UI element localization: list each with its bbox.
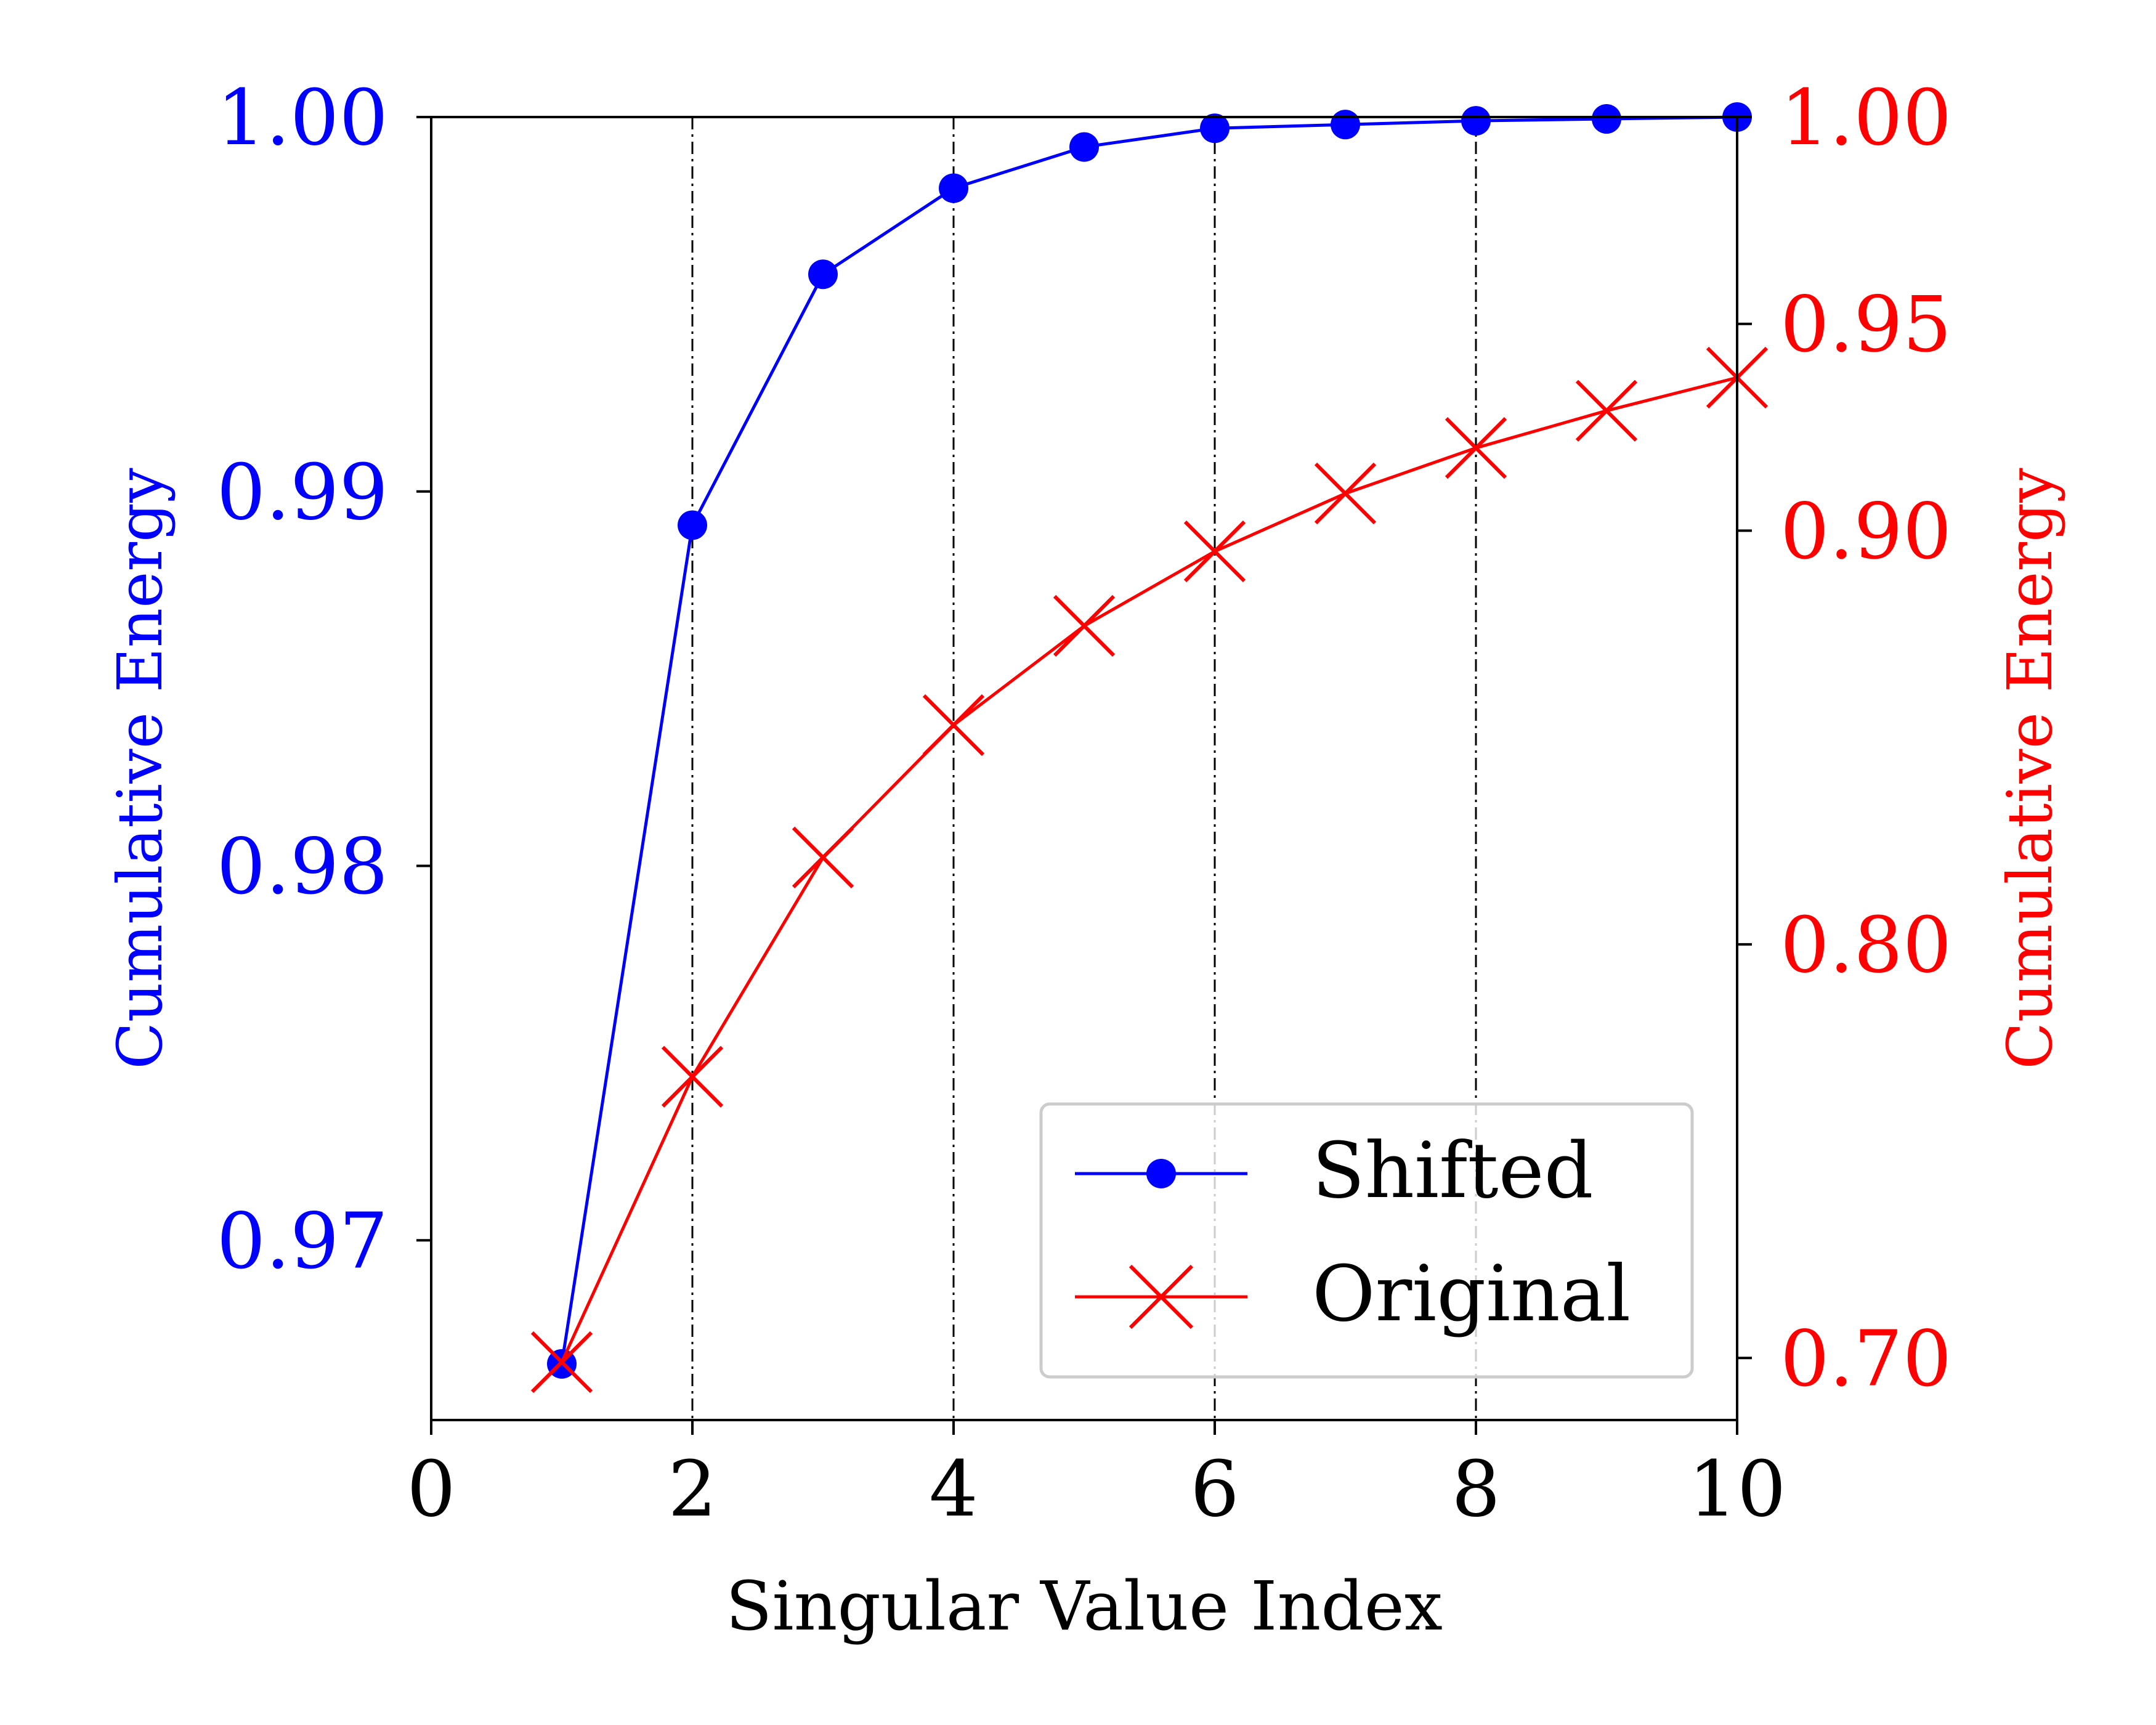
x-tick-label: 4 [929, 1445, 978, 1534]
data-point-original [1053, 595, 1116, 657]
y-left-tick-label: 0.97 [217, 1196, 388, 1286]
legend-label-original: Original [1312, 1249, 1631, 1339]
y-right-tick-label: 0.70 [1780, 1314, 1951, 1403]
data-point-original [661, 1045, 724, 1108]
y-axis-right: 0.70 0.80 0.90 0.95 1.00 [1737, 73, 1951, 1403]
data-point-original [1445, 417, 1507, 479]
x-tick-label: 8 [1451, 1445, 1501, 1534]
data-point-original [922, 694, 985, 757]
data-point-shifted [1069, 132, 1099, 162]
data-point-shifted [1331, 110, 1360, 140]
data-point-shifted [939, 173, 968, 203]
series-line-shifted [560, 115, 1738, 1365]
data-point-shifted [808, 259, 838, 290]
data-point-shifted [1592, 104, 1621, 134]
y-right-tick-label: 1.00 [1780, 73, 1951, 163]
y-right-tick-label: 0.90 [1780, 487, 1951, 576]
data-point-shifted [1200, 113, 1230, 144]
data-point-original [1314, 462, 1377, 525]
y-left-tick-label: 0.98 [217, 822, 388, 912]
legend: Shifted Original [1039, 1102, 1694, 1379]
y-left-tick-label: 1.00 [217, 73, 388, 163]
y-axis-left: 0.97 0.98 0.99 1.00 [217, 73, 431, 1286]
data-point-original [530, 1331, 593, 1394]
data-point-original [792, 826, 854, 888]
x-axis-label: Singular Value Index [726, 1567, 1443, 1646]
x-tick-label: 6 [1190, 1445, 1239, 1534]
x-axis: 0 2 4 6 8 10 [407, 1420, 1786, 1534]
y-right-tick-label: 0.95 [1780, 280, 1951, 370]
y-axis-right-label: Cumulative Energy [1994, 468, 2066, 1070]
data-point-original [1183, 520, 1246, 583]
y-axis-left-label: Cumulative Energy [104, 468, 176, 1070]
x-tick-label: 10 [1688, 1445, 1786, 1534]
legend-label-shifted: Shifted [1312, 1126, 1594, 1216]
data-point-original [1575, 380, 1638, 442]
data-point-shifted [678, 510, 707, 540]
y-left-tick-label: 0.99 [217, 448, 388, 537]
data-point-shifted [1461, 106, 1491, 136]
x-tick-label: 2 [668, 1445, 717, 1534]
legend-swatch-shifted-marker [1146, 1159, 1176, 1188]
series-line-original [560, 376, 1738, 1363]
series-layer [530, 102, 1769, 1394]
plot-frame [430, 116, 1738, 1421]
legend-swatch-original-marker [1129, 1264, 1194, 1329]
x-tick-label: 0 [407, 1445, 456, 1534]
y-right-tick-label: 0.80 [1780, 901, 1951, 990]
